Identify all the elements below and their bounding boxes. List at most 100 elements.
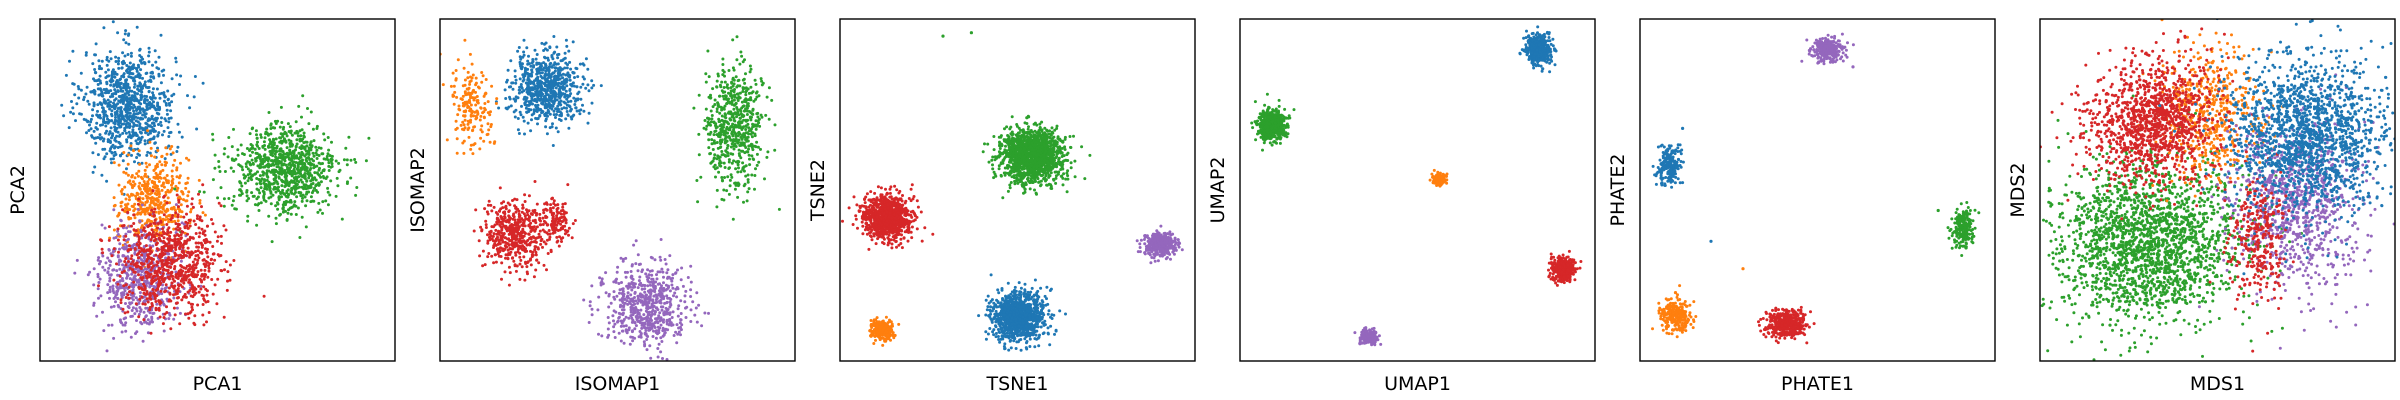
scatter-point [282, 156, 286, 160]
scatter-point [106, 291, 110, 295]
scatter-point [294, 161, 298, 164]
scatter-point [243, 181, 247, 185]
scatter-point [289, 157, 293, 161]
scatter-point [105, 58, 109, 62]
scatter-point [136, 174, 140, 178]
scatter-point [126, 71, 130, 75]
scatter-point [195, 127, 199, 131]
scatter-point [149, 146, 153, 150]
scatter-point [117, 250, 120, 254]
scatter-point [280, 121, 284, 124]
scatter-point [132, 109, 136, 113]
scatter-point [136, 112, 140, 116]
scatter-point [113, 88, 117, 92]
scatter-point [183, 226, 187, 230]
scatter-point [153, 141, 157, 145]
scatter-point [143, 182, 147, 186]
scatter-point [174, 184, 178, 188]
scatter-point [174, 273, 178, 276]
scatter-point [124, 263, 128, 267]
scatter-point [119, 204, 123, 208]
scatter-point [135, 319, 138, 322]
scatter-point [316, 210, 320, 214]
scatter-point [211, 222, 215, 226]
scatter-point [120, 271, 124, 274]
scatter-point [107, 74, 111, 78]
scatter-point [236, 148, 240, 152]
scatter-point [260, 177, 264, 181]
scatter-point [179, 74, 183, 78]
scatter-point [503, 88, 507, 92]
scatter-point [519, 64, 523, 68]
scatter-point [102, 117, 106, 121]
scatter-point [115, 79, 119, 82]
scatter-point [136, 75, 139, 78]
scatter-point [112, 161, 116, 165]
scatter-point [137, 315, 141, 319]
scatter-point [468, 101, 472, 104]
scatter-point [173, 253, 177, 257]
scatter-point [177, 130, 181, 134]
scatter-point [112, 336, 116, 340]
scatter-point [187, 280, 191, 284]
scatter-point [292, 186, 296, 190]
scatter-point [154, 164, 158, 168]
scatter-point [252, 194, 256, 198]
scatter-point [71, 112, 75, 116]
scatter-point [210, 278, 214, 281]
scatter-point [579, 97, 583, 101]
scatter-point [184, 312, 187, 316]
scatter-point [137, 72, 141, 76]
scatter-point [132, 278, 136, 282]
scatter-point [262, 192, 266, 196]
scatter-point [185, 156, 188, 160]
scatter-point [189, 310, 193, 314]
scatter-point [329, 179, 333, 183]
scatter-point [149, 80, 153, 83]
scatter-point [140, 161, 144, 165]
scatter-point [289, 139, 293, 143]
scatter-point [94, 71, 98, 75]
scatter-point [697, 153, 701, 157]
scatter-point [263, 182, 267, 186]
scatter-point [463, 110, 467, 114]
scatter-point [86, 99, 90, 103]
scatter-point [233, 207, 237, 211]
scatter-point [107, 323, 111, 327]
scatter-point [723, 132, 727, 136]
scatter-point [109, 260, 113, 264]
scatter-point [213, 283, 217, 287]
scatter-point [173, 267, 176, 271]
scatter-point [569, 108, 573, 112]
scatter-point [162, 329, 166, 333]
scatter-point [168, 103, 172, 107]
scatter-point [130, 153, 133, 157]
scatter-point [754, 127, 758, 131]
scatter-point [157, 266, 161, 270]
scatter-point [730, 125, 734, 129]
scatter-point [246, 219, 250, 223]
scatter-point [162, 236, 166, 240]
scatter-point [164, 283, 168, 287]
scatter-point [127, 100, 131, 104]
scatter-point [527, 54, 530, 58]
scatter-point [730, 161, 734, 165]
scatter-point [102, 157, 106, 161]
scatter-point [556, 77, 560, 81]
scatter-point [142, 207, 146, 211]
scatter-point [531, 102, 534, 106]
scatter-point [274, 204, 278, 208]
scatter-point [454, 77, 458, 81]
scatter-point [317, 183, 321, 187]
scatter-point [115, 285, 119, 289]
scatter-point [172, 306, 176, 310]
scatter-point [125, 124, 128, 128]
scatter-point [223, 147, 227, 151]
scatter-point [510, 81, 514, 85]
scatter-point [556, 71, 560, 75]
scatter-point [261, 173, 265, 177]
scatter-point [134, 302, 138, 306]
scatter-point [216, 235, 220, 239]
scatter-point [738, 96, 742, 100]
scatter-point [226, 155, 230, 159]
